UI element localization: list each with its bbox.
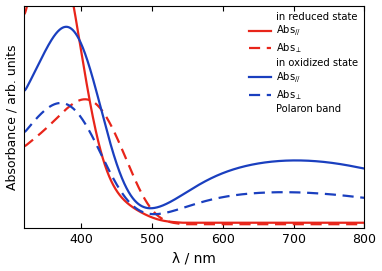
Y-axis label: Absorbance / arb. units: Absorbance / arb. units bbox=[6, 44, 19, 189]
Legend: in reduced state, Abs$_{\mathit{//}}$, Abs$_{\perp}$, in oxidized state, Abs$_{\: in reduced state, Abs$_{\mathit{//}}$, A… bbox=[248, 11, 359, 115]
Text: Absorption of
main chain: Absorption of main chain bbox=[0, 270, 1, 271]
X-axis label: λ / nm: λ / nm bbox=[172, 251, 216, 265]
